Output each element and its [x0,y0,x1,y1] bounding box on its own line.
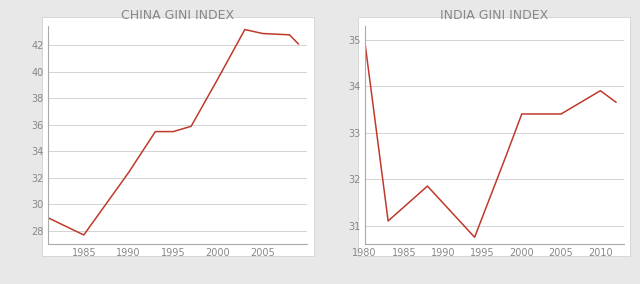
Title: CHINA GINI INDEX: CHINA GINI INDEX [121,9,234,22]
Title: INDIA GINI INDEX: INDIA GINI INDEX [440,9,548,22]
